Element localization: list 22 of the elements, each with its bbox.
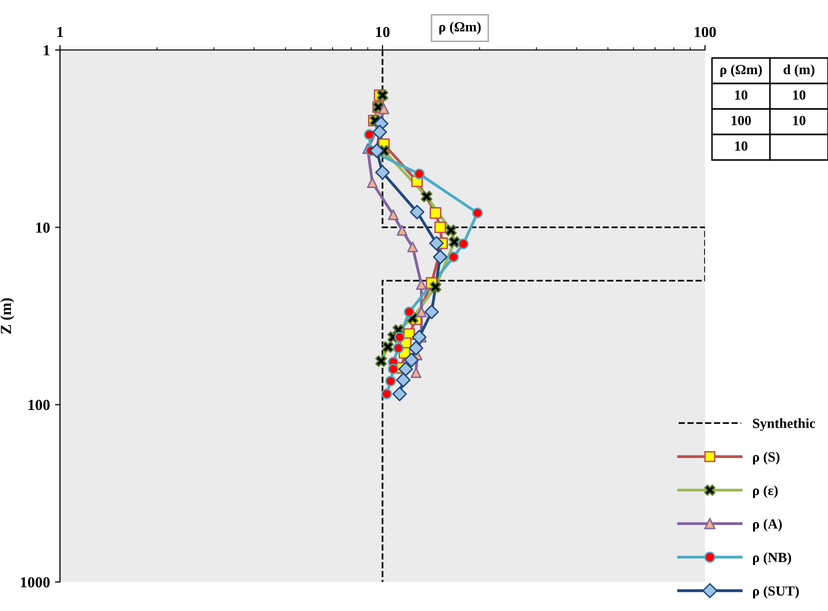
text: ρ (Ωm): [720, 64, 762, 78]
x-tick-label: 1: [57, 26, 64, 38]
legend-label: Synthethic: [752, 418, 816, 431]
x-tick-label: 100: [694, 26, 716, 38]
legend-label: ρ (NB): [753, 552, 792, 565]
legend-label: ρ (SUT): [753, 586, 799, 598]
y-tick-label: 10: [36, 222, 50, 233]
text: 10: [793, 116, 806, 126]
text: 100: [732, 116, 751, 126]
text: 10: [793, 90, 806, 100]
y-axis-title: Z (m): [0, 298, 14, 334]
legend-label: ρ (A): [753, 518, 782, 532]
legend-label: ρ (S): [753, 452, 780, 464]
x-tick-label: 10: [376, 26, 390, 38]
text: 10: [735, 90, 748, 100]
y-tick-label: 1000: [20, 577, 50, 588]
text: d (m): [784, 64, 814, 78]
y-tick-label: 100: [28, 400, 50, 410]
text: 10: [735, 141, 748, 151]
x-axis-title: ρ (Ωm): [439, 22, 481, 34]
legend-label: ρ (ε): [753, 485, 778, 498]
y-tick-label: 1: [44, 45, 50, 56]
